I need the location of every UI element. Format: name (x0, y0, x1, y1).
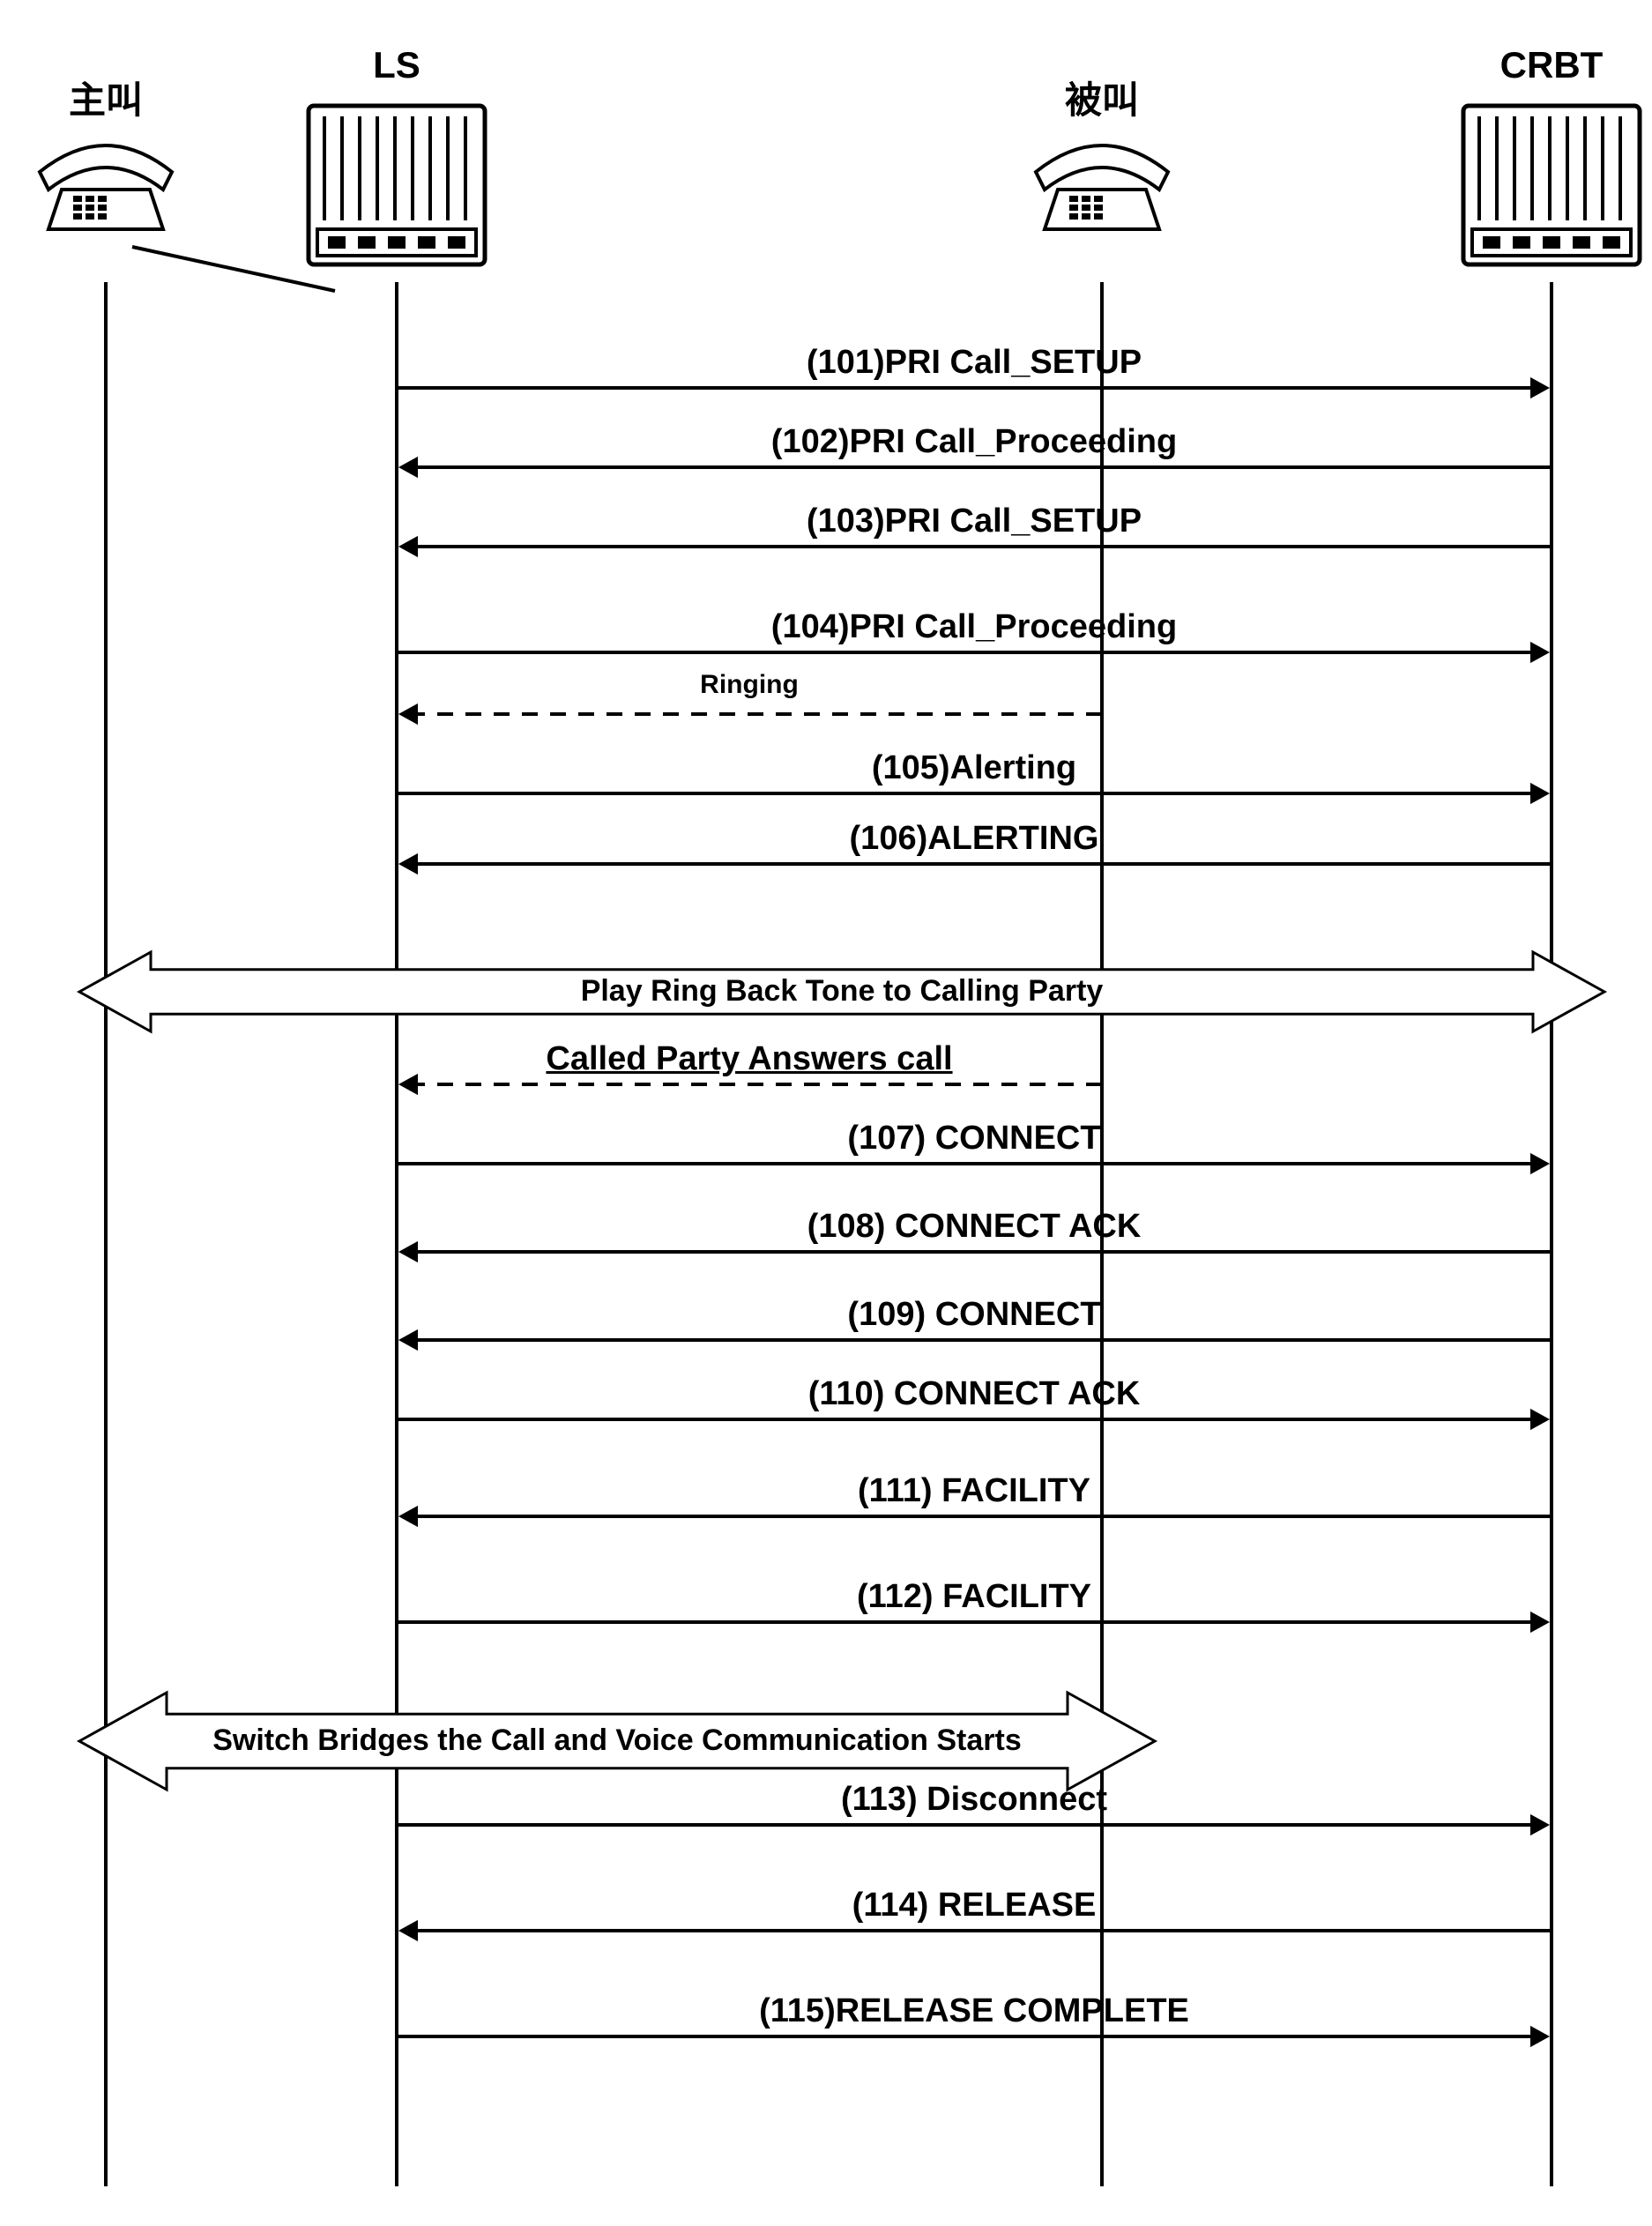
message-label: (101)PRI Call_SETUP (397, 344, 1552, 382)
message-label: (109) CONNECT (397, 1296, 1552, 1334)
banner-label: Play Ring Back Tone to Calling Party (151, 970, 1533, 1014)
message-label: (112) FACILITY (397, 1578, 1552, 1616)
message-label: Called Party Answers call (397, 1040, 1102, 1078)
message-label: (106)ALERTING (397, 820, 1552, 858)
message-label: (104)PRI Call_Proceeding (397, 608, 1552, 646)
message-label: (105)Alerting (397, 749, 1552, 787)
message-label: (107) CONNECT (397, 1120, 1552, 1158)
message-label: (108) CONNECT ACK (397, 1208, 1552, 1246)
message-label: (102)PRI Call_Proceeding (397, 423, 1552, 461)
message-label: (110) CONNECT ACK (397, 1375, 1552, 1413)
message-label: (115)RELEASE COMPLETE (397, 1992, 1552, 2030)
message-label: (114) RELEASE (397, 1887, 1552, 1924)
banner-label: Switch Bridges the Call and Voice Commun… (167, 1714, 1068, 1768)
message-label: (111) FACILITY (397, 1472, 1552, 1510)
message-label: Ringing (397, 670, 1102, 700)
message-label: (103)PRI Call_SETUP (397, 503, 1552, 540)
sequence-diagram: 主叫LS被叫CRBT(101)PRI Call_SETUP(102)PRI Ca… (18, 18, 1652, 2208)
